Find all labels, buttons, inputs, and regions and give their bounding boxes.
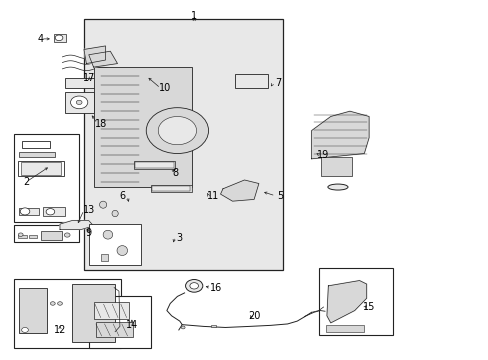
Bar — [19, 288, 47, 333]
Bar — [96, 322, 133, 337]
Bar — [14, 279, 121, 348]
Text: 10: 10 — [159, 83, 171, 93]
Bar — [318, 268, 392, 335]
Polygon shape — [326, 280, 366, 323]
Circle shape — [55, 35, 63, 41]
Text: 18: 18 — [94, 118, 107, 129]
Circle shape — [76, 100, 82, 104]
Circle shape — [146, 108, 208, 153]
Text: 14: 14 — [125, 320, 138, 330]
Text: 3: 3 — [176, 233, 183, 243]
Bar — [101, 254, 108, 261]
Text: 13: 13 — [82, 205, 95, 215]
Bar — [18, 235, 27, 238]
Circle shape — [21, 328, 28, 332]
Ellipse shape — [100, 201, 106, 208]
Bar — [93, 67, 191, 187]
Polygon shape — [84, 46, 105, 64]
Text: 6: 6 — [119, 191, 125, 201]
Text: 15: 15 — [362, 302, 374, 312]
Bar — [54, 34, 65, 42]
Bar — [152, 186, 190, 191]
Text: 11: 11 — [207, 191, 219, 201]
Bar — [325, 325, 364, 332]
Text: 9: 9 — [85, 228, 92, 238]
Text: 1: 1 — [191, 11, 197, 21]
Polygon shape — [311, 111, 368, 159]
Text: 5: 5 — [277, 191, 283, 201]
Ellipse shape — [327, 184, 347, 190]
Bar — [135, 162, 174, 168]
Bar — [72, 284, 115, 342]
Polygon shape — [89, 51, 117, 67]
Text: 7: 7 — [274, 78, 281, 88]
Text: 20: 20 — [247, 311, 260, 321]
Bar — [15, 134, 79, 222]
Bar — [15, 225, 79, 242]
Bar — [41, 231, 62, 240]
Circle shape — [189, 283, 198, 289]
Ellipse shape — [112, 210, 118, 217]
Text: 19: 19 — [317, 150, 329, 160]
Circle shape — [20, 208, 30, 215]
Bar — [321, 157, 351, 176]
Bar — [89, 224, 141, 265]
Text: 12: 12 — [54, 325, 66, 335]
Bar — [43, 207, 65, 216]
Bar — [234, 74, 268, 88]
Text: 16: 16 — [209, 283, 222, 293]
Bar — [18, 161, 64, 176]
Ellipse shape — [181, 326, 184, 329]
Bar — [64, 78, 96, 88]
Bar — [20, 162, 61, 175]
Bar — [21, 141, 50, 148]
Circle shape — [50, 302, 55, 305]
Circle shape — [18, 233, 23, 237]
Circle shape — [70, 96, 88, 109]
Circle shape — [185, 279, 203, 292]
Bar — [89, 296, 151, 348]
Polygon shape — [60, 221, 93, 229]
Text: 4: 4 — [38, 34, 44, 44]
Polygon shape — [220, 180, 258, 201]
Bar — [19, 153, 55, 157]
Bar — [84, 19, 282, 270]
Text: 8: 8 — [172, 168, 178, 178]
Circle shape — [158, 117, 196, 145]
Text: 2: 2 — [23, 177, 29, 187]
Bar — [19, 207, 40, 215]
Ellipse shape — [117, 246, 127, 256]
Bar — [134, 161, 175, 170]
Bar — [29, 235, 38, 238]
Circle shape — [58, 302, 62, 305]
Ellipse shape — [103, 230, 112, 239]
Bar — [64, 92, 93, 113]
Circle shape — [46, 208, 55, 215]
Bar — [210, 325, 215, 328]
Circle shape — [64, 233, 70, 237]
Bar — [93, 302, 129, 319]
Bar — [151, 185, 191, 192]
Text: 17: 17 — [82, 73, 95, 83]
